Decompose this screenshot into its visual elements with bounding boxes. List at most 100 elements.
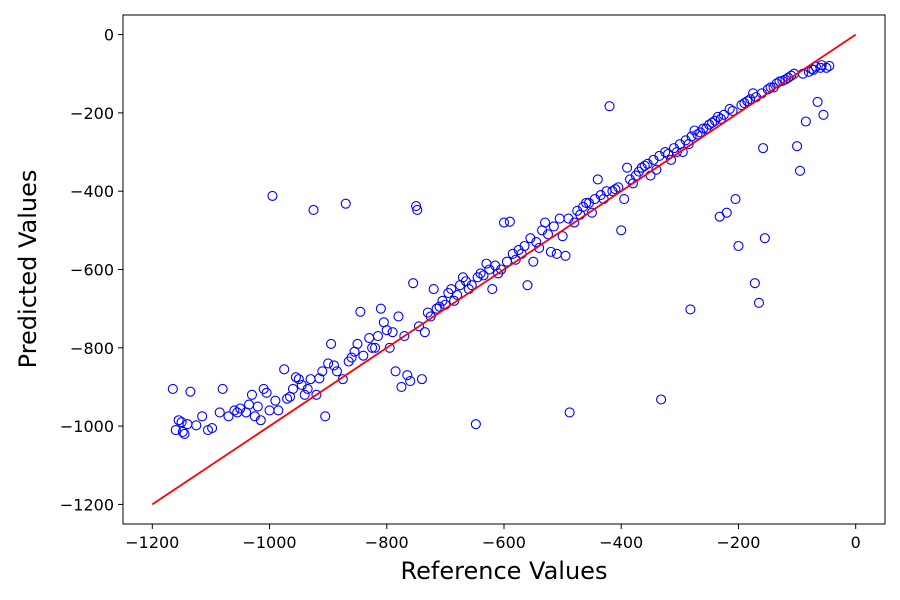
data-point	[387, 327, 398, 338]
data-point	[431, 303, 442, 314]
data-point	[167, 383, 178, 394]
y-tick-label: −200	[70, 104, 114, 123]
data-point	[816, 60, 827, 71]
data-point	[326, 338, 337, 349]
data-point	[372, 331, 384, 342]
data-point	[375, 303, 386, 314]
x-tick-label: −1200	[125, 533, 179, 552]
data-point	[173, 415, 184, 426]
data-point	[685, 304, 696, 315]
data-point	[542, 229, 554, 240]
data-point	[393, 311, 404, 322]
data-point	[249, 411, 260, 422]
x-axis-ticks: −1200 −1000 −800 −600 −400 −200 0	[125, 524, 861, 552]
data-point	[358, 350, 369, 361]
data-point	[285, 391, 296, 402]
data-point	[352, 338, 363, 349]
data-point	[724, 103, 735, 115]
data-point	[733, 240, 744, 252]
data-point	[707, 117, 718, 128]
data-point	[560, 250, 571, 261]
data-point	[630, 170, 641, 181]
data-point	[563, 213, 574, 224]
data-point	[179, 428, 190, 439]
data-point	[311, 389, 322, 400]
data-point	[185, 386, 196, 397]
data-point	[402, 370, 413, 381]
data-point	[564, 407, 575, 418]
data-point	[434, 301, 445, 312]
data-point	[692, 129, 703, 140]
data-point	[273, 405, 284, 416]
data-point	[299, 389, 310, 400]
data-point	[282, 393, 293, 404]
data-point	[504, 216, 515, 227]
data-point	[639, 160, 650, 171]
data-point	[709, 115, 721, 126]
data-point	[243, 399, 255, 410]
data-point	[721, 207, 732, 218]
data-point	[416, 374, 427, 385]
x-tick-label: 0	[851, 533, 861, 552]
data-point	[478, 270, 489, 281]
data-point	[663, 148, 674, 160]
data-point	[369, 342, 381, 353]
data-point	[792, 141, 803, 152]
y-axis-label: Predicted Values	[14, 170, 42, 369]
data-point	[604, 101, 615, 112]
data-point	[616, 225, 627, 236]
data-point	[519, 240, 530, 252]
data-point	[800, 116, 811, 127]
data-point	[328, 360, 340, 371]
data-point	[824, 60, 835, 71]
data-point	[472, 272, 483, 283]
data-point	[794, 165, 806, 176]
data-point	[548, 221, 559, 232]
data-point	[197, 411, 208, 422]
data-point	[308, 204, 319, 216]
data-point	[531, 237, 542, 248]
data-point	[270, 395, 281, 406]
y-tick-label: −600	[70, 261, 114, 280]
data-points	[167, 60, 835, 439]
data-point	[758, 143, 769, 154]
data-point	[419, 327, 430, 338]
data-point	[749, 278, 760, 289]
y-tick-label: −800	[70, 339, 114, 358]
data-point	[759, 233, 770, 244]
data-point	[466, 280, 477, 291]
data-point	[323, 358, 334, 369]
data-point	[522, 280, 533, 291]
data-point	[428, 284, 439, 295]
data-point	[267, 190, 278, 201]
data-point	[390, 366, 401, 377]
data-point	[223, 411, 234, 422]
y-tick-label: −1200	[60, 495, 114, 514]
data-point	[290, 372, 301, 383]
data-point	[557, 231, 568, 242]
data-point	[320, 411, 331, 422]
data-point	[619, 193, 630, 205]
data-point	[610, 184, 621, 195]
data-point	[803, 66, 814, 77]
data-point	[279, 364, 290, 375]
data-point	[686, 131, 697, 142]
data-point	[170, 424, 181, 436]
data-point	[296, 379, 307, 391]
data-point	[498, 217, 510, 228]
data-point	[595, 190, 606, 201]
data-point	[487, 284, 498, 295]
data-point	[217, 383, 228, 394]
data-point	[753, 297, 765, 308]
x-tick-label: −400	[599, 533, 643, 552]
data-point	[730, 193, 741, 205]
data-point	[443, 287, 454, 299]
y-tick-label: −1000	[60, 417, 114, 436]
x-axis-label: Reference Values	[401, 557, 608, 585]
data-point	[622, 162, 633, 173]
data-point	[592, 174, 603, 185]
data-point	[413, 321, 425, 332]
data-point	[745, 94, 756, 105]
data-point	[378, 317, 389, 328]
